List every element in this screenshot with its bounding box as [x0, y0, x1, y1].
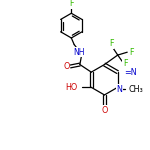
Text: F: F — [69, 0, 74, 8]
Text: F: F — [129, 48, 133, 57]
Text: =N: =N — [124, 68, 137, 77]
Text: O: O — [63, 62, 70, 71]
Text: N: N — [117, 85, 122, 94]
Text: HO: HO — [66, 83, 78, 92]
Text: F: F — [123, 59, 127, 68]
Text: NH: NH — [73, 48, 85, 57]
Text: F: F — [109, 39, 113, 48]
Text: O: O — [101, 106, 108, 115]
Text: CH₃: CH₃ — [128, 85, 143, 94]
